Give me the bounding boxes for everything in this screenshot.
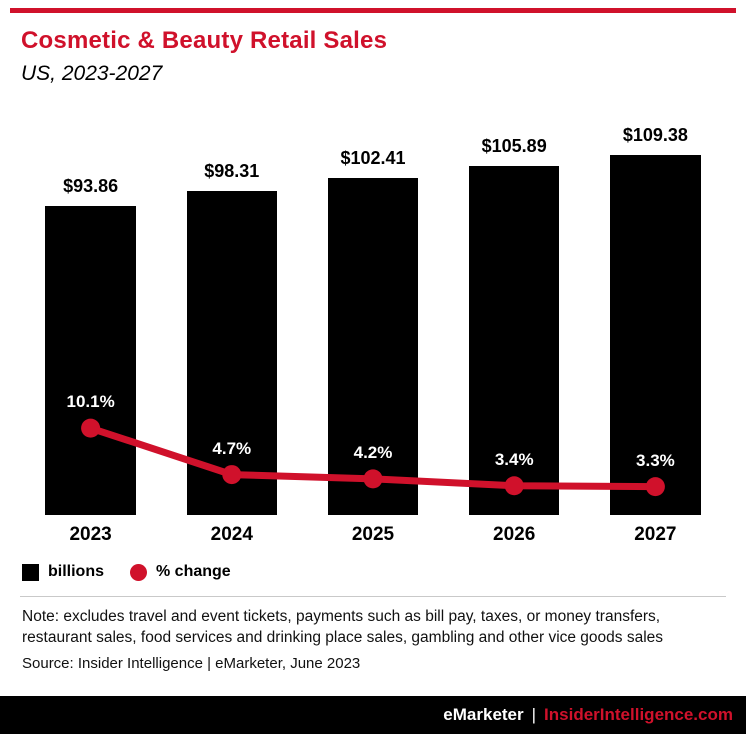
chart-title: Cosmetic & Beauty Retail Sales (21, 27, 388, 54)
x-axis: 2023 2024 2025 2026 2027 (0, 524, 746, 546)
pct-change-label: 4.2% (353, 442, 393, 462)
chart-legend: billions % change (0, 563, 746, 581)
bar-value-label: $102.41 (340, 148, 406, 168)
chart-subtitle: US, 2023-2027 (21, 62, 163, 85)
x-axis-label: 2025 (351, 524, 395, 545)
bar-value-label: $93.86 (63, 176, 119, 196)
pct-change-label: 10.1% (66, 392, 115, 412)
x-axis-label: 2026 (493, 524, 536, 545)
pct-change-label: 3.4% (494, 449, 534, 469)
pct-change-label: 4.7% (212, 438, 252, 458)
bar-value-label: $109.38 (622, 125, 688, 145)
x-axis-label: 2024 (210, 524, 253, 545)
bar-value-label: $105.89 (481, 136, 547, 156)
chart-header: Cosmetic & Beauty Retail Sales US, 2023-… (0, 27, 746, 86)
x-axis-label: 2027 (634, 524, 677, 545)
billions-legend-label: billions (48, 563, 104, 580)
bar-2025 (327, 178, 419, 515)
emarketer-brand: eMarketer (443, 705, 524, 724)
chart-area-wrap: $93.86 $98.31 $102.41 $105.89 $109.38 10.1% 4.… (0, 120, 746, 515)
top-accent-rule (10, 8, 736, 13)
pct-change-label: 3.3% (636, 450, 675, 470)
billions-legend-swatch (22, 563, 39, 581)
x-axis-label: 2023 (69, 524, 112, 545)
legend-note-divider (20, 596, 726, 597)
branding-footer: eMarketer | InsiderIntelligence.com (0, 696, 746, 734)
chart-source: Source: Insider Intelligence | eMarketer… (22, 655, 361, 673)
bar-line-chart: $93.86 $98.31 $102.41 $105.89 $109.38 10.1% 4.… (20, 120, 726, 515)
bar-value-label: $98.31 (204, 161, 260, 181)
bar-2024 (186, 191, 277, 515)
chart-note: Note: excludes travel and event tickets,… (22, 608, 664, 647)
bar-2023 (45, 206, 136, 515)
insider-intelligence-url: InsiderIntelligence.com (544, 705, 733, 724)
pct-change-legend-label: % change (156, 563, 231, 580)
pct-change-legend-swatch (130, 563, 147, 581)
footer-separator: | (531, 705, 537, 724)
